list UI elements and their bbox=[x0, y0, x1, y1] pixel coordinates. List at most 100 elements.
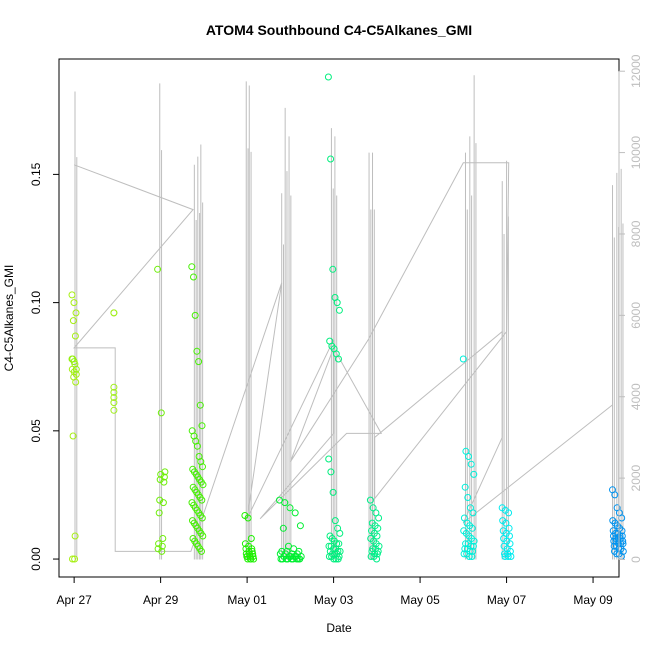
data-point bbox=[464, 494, 472, 501]
data-point bbox=[72, 378, 80, 386]
chart-title: ATOM4 Southbound C4-C5Alkanes_GMI bbox=[206, 22, 472, 38]
plot-frame bbox=[58, 58, 620, 578]
x-axis-label: Date bbox=[326, 621, 352, 635]
data-point bbox=[505, 524, 513, 532]
y2-tick-label: 8000 bbox=[629, 220, 643, 247]
data-point bbox=[69, 555, 76, 563]
data-point bbox=[188, 263, 196, 271]
x-tick-label: May 09 bbox=[573, 593, 613, 607]
data-point bbox=[329, 488, 337, 496]
data-point bbox=[335, 355, 342, 363]
data-point bbox=[198, 422, 206, 430]
x-tick-label: Apr 27 bbox=[56, 593, 92, 607]
data-point bbox=[374, 524, 382, 532]
data-point bbox=[611, 491, 619, 499]
data-point bbox=[195, 358, 203, 366]
x-tick-label: May 01 bbox=[227, 593, 267, 607]
data-point bbox=[199, 463, 206, 471]
data-point bbox=[502, 519, 510, 527]
data-point bbox=[159, 535, 167, 542]
data-point bbox=[72, 365, 80, 373]
data-point bbox=[281, 499, 289, 507]
data-point bbox=[110, 406, 118, 414]
data-point bbox=[196, 401, 204, 409]
data-point bbox=[504, 553, 512, 560]
data-point bbox=[461, 483, 469, 491]
data-point bbox=[198, 514, 206, 522]
data-point bbox=[110, 399, 118, 407]
x-tick-label: Apr 29 bbox=[143, 593, 179, 607]
data-point bbox=[282, 555, 290, 563]
y2-tick-label: 2000 bbox=[629, 464, 643, 491]
data-point bbox=[198, 547, 205, 555]
data-point bbox=[157, 409, 165, 417]
data-point bbox=[71, 532, 79, 540]
data-point bbox=[193, 442, 201, 450]
y2-tick-label: 10000 bbox=[629, 136, 643, 170]
data-point bbox=[110, 383, 118, 391]
data-point bbox=[288, 555, 295, 563]
data-point bbox=[335, 540, 343, 548]
x-tick-label: May 03 bbox=[314, 593, 354, 607]
y-tick-label: 0.05 bbox=[29, 419, 43, 443]
y-tick-label: 0.10 bbox=[29, 291, 43, 315]
data-point bbox=[366, 496, 374, 504]
data-point bbox=[293, 555, 301, 563]
x-tick-label: May 05 bbox=[400, 593, 440, 607]
data-point bbox=[331, 517, 339, 525]
data-point bbox=[465, 553, 473, 560]
data-point bbox=[277, 555, 285, 563]
y2-tick-label: 0 bbox=[629, 556, 643, 563]
data-point bbox=[470, 470, 478, 478]
data-point bbox=[336, 529, 344, 537]
x-tick-label: May 07 bbox=[487, 593, 527, 607]
y-tick-label: 0.00 bbox=[29, 547, 43, 571]
altitude-line bbox=[73, 162, 613, 552]
data-point bbox=[69, 432, 77, 440]
data-point bbox=[244, 555, 252, 563]
data-point bbox=[291, 509, 299, 517]
data-point bbox=[469, 509, 477, 517]
data-point bbox=[199, 532, 207, 540]
data-point bbox=[155, 509, 163, 517]
data-point bbox=[244, 514, 252, 522]
data-point bbox=[327, 155, 335, 163]
data-point bbox=[286, 504, 294, 512]
data-point bbox=[279, 524, 287, 532]
data-point bbox=[324, 73, 332, 81]
data-point bbox=[159, 499, 167, 507]
data-point bbox=[332, 555, 340, 563]
data-point bbox=[333, 299, 341, 307]
data-point bbox=[329, 265, 337, 273]
data-point bbox=[68, 291, 76, 299]
axes-layer: Apr 27 Apr 29 May 01 May 03 May 05 May 07 May … bbox=[29, 54, 643, 607]
data-point bbox=[296, 522, 304, 530]
data-point bbox=[247, 535, 255, 542]
data-point bbox=[468, 553, 476, 560]
data-point bbox=[158, 547, 166, 555]
data-point bbox=[335, 306, 343, 314]
data-point bbox=[191, 311, 199, 319]
y2-tick-label: 4000 bbox=[629, 383, 643, 410]
data-point bbox=[110, 394, 118, 401]
data-point bbox=[160, 478, 168, 486]
data-point bbox=[618, 514, 626, 522]
data-point bbox=[334, 555, 342, 563]
altitude-layer bbox=[73, 75, 624, 560]
data-point bbox=[70, 358, 78, 366]
data-point bbox=[373, 555, 381, 563]
data-point bbox=[71, 332, 79, 340]
data-point bbox=[467, 460, 475, 468]
data-point bbox=[367, 553, 375, 560]
data-point bbox=[70, 299, 78, 307]
y2-tick-label: 12000 bbox=[629, 54, 643, 88]
data-point bbox=[72, 309, 80, 317]
data-point bbox=[459, 355, 467, 363]
data-point bbox=[193, 347, 201, 355]
points-layer bbox=[68, 73, 627, 563]
data-point bbox=[190, 273, 197, 281]
y-tick-label: 0.15 bbox=[29, 162, 43, 186]
data-point bbox=[468, 524, 476, 532]
data-point bbox=[71, 555, 79, 563]
